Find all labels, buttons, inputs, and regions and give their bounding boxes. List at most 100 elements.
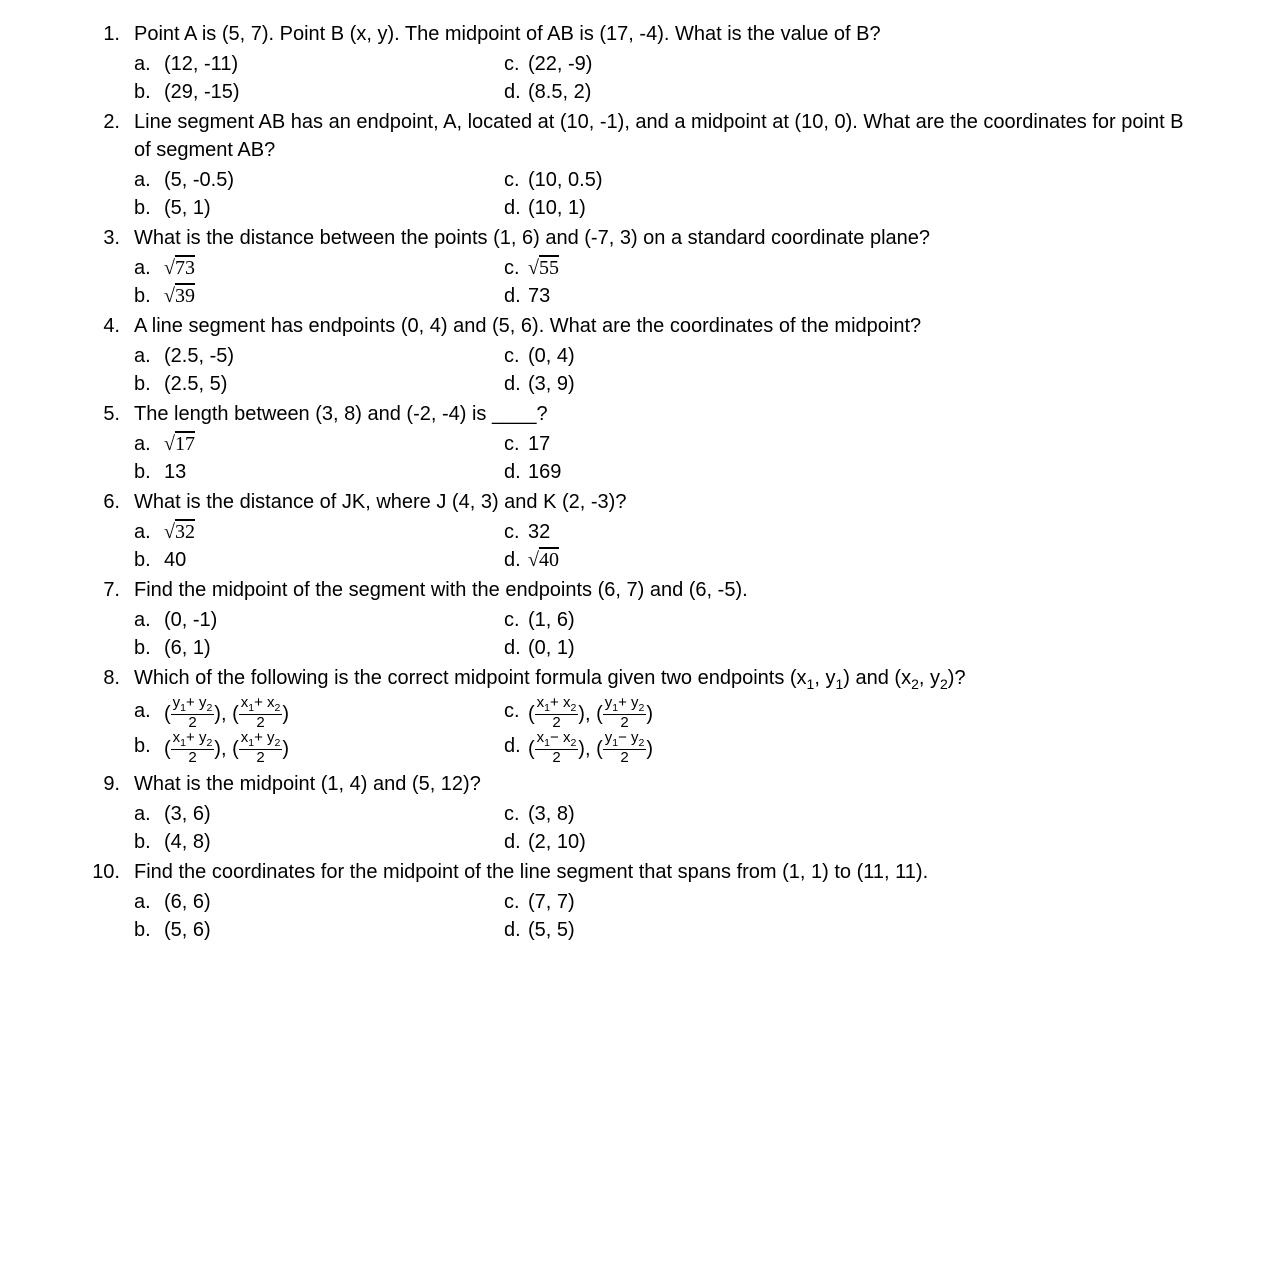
choices: a.(5, -0.5) b.(5, 1) c.(10, 0.5) d.(10, … [134, 166, 1205, 222]
choice-label: c. [504, 342, 528, 370]
choice-value: (10, 1) [528, 194, 586, 222]
choice-b: b.(2.5, 5) [134, 370, 504, 398]
question-8: 8. Which of the following is the correct… [60, 664, 1205, 768]
choices: a.√32 b.40 c.32 d.√40 [134, 518, 1205, 574]
question-number: 2. [60, 108, 134, 136]
choice-label: a. [134, 342, 164, 370]
choice-label: b. [134, 916, 164, 944]
choice-label: b. [134, 282, 164, 310]
choice-b: b.(x1+ y22), (x1+ y22) [134, 732, 504, 768]
choice-label: c. [504, 254, 528, 282]
choice-value: √55 [528, 254, 559, 282]
question-body: Line segment AB has an endpoint, A, loca… [134, 108, 1205, 222]
question-4: 4. A line segment has endpoints (0, 4) a… [60, 312, 1205, 398]
question-number: 9. [60, 770, 134, 798]
choice-value: √73 [164, 254, 195, 282]
question-body: Find the coordinates for the midpoint of… [134, 858, 1205, 944]
choice-label: d. [504, 732, 528, 768]
choice-label: b. [134, 828, 164, 856]
choice-value: 13 [164, 458, 186, 486]
question-text: Which of the following is the correct mi… [134, 664, 1205, 695]
choice-b: b.√39 [134, 282, 504, 310]
choice-a: a.√73 [134, 254, 504, 282]
choice-label: d. [504, 916, 528, 944]
choice-a: a.(2.5, -5) [134, 342, 504, 370]
question-number: 8. [60, 664, 134, 692]
choice-label: b. [134, 458, 164, 486]
choice-label: a. [134, 254, 164, 282]
choice-label: d. [504, 370, 528, 398]
question-number: 4. [60, 312, 134, 340]
choice-label: c. [504, 606, 528, 634]
choice-b: b.(29, -15) [134, 78, 504, 106]
choice-d: d.(8.5, 2) [504, 78, 1205, 106]
choice-label: c. [504, 697, 528, 733]
choice-c: c.(3, 8) [504, 800, 1205, 828]
choice-b: b.(5, 1) [134, 194, 504, 222]
question-text: What is the midpoint (1, 4) and (5, 12)? [134, 770, 1205, 798]
question-6: 6. What is the distance of JK, where J (… [60, 488, 1205, 574]
question-list: 1. Point A is (5, 7). Point B (x, y). Th… [60, 20, 1205, 944]
choice-label: a. [134, 888, 164, 916]
choice-value: (x1+ x22), (y1+ y22) [528, 697, 653, 733]
choice-label: b. [134, 634, 164, 662]
question-2: 2. Line segment AB has an endpoint, A, l… [60, 108, 1205, 222]
choice-label: a. [134, 697, 164, 733]
choice-a: a.(3, 6) [134, 800, 504, 828]
question-body: What is the distance of JK, where J (4, … [134, 488, 1205, 574]
choice-value: 73 [528, 282, 550, 310]
choice-value: (0, 1) [528, 634, 575, 662]
choice-label: d. [504, 546, 528, 574]
question-body: Find the midpoint of the segment with th… [134, 576, 1205, 662]
choices: a.(6, 6) b.(5, 6) c.(7, 7) d.(5, 5) [134, 888, 1205, 944]
choice-value: (10, 0.5) [528, 166, 602, 194]
choices: a.(12, -11) b.(29, -15) c.(22, -9) d.(8.… [134, 50, 1205, 106]
question-3: 3. What is the distance between the poin… [60, 224, 1205, 310]
choice-value: (5, 5) [528, 916, 575, 944]
choice-label: b. [134, 732, 164, 768]
choice-label: b. [134, 78, 164, 106]
choice-value: (3, 6) [164, 800, 211, 828]
choice-value: (x1+ y22), (x1+ y22) [164, 732, 289, 768]
choices: a.√73 b.√39 c.√55 d.73 [134, 254, 1205, 310]
question-number: 1. [60, 20, 134, 48]
choices: a.(y1+ y22), (x1+ x22) b.(x1+ y22), (x1+… [134, 697, 1205, 769]
choice-label: c. [504, 800, 528, 828]
choices: a.(2.5, -5) b.(2.5, 5) c.(0, 4) d.(3, 9) [134, 342, 1205, 398]
choice-c: c.(0, 4) [504, 342, 1205, 370]
choice-d: d.169 [504, 458, 1205, 486]
choice-a: a.(0, -1) [134, 606, 504, 634]
choice-label: d. [504, 78, 528, 106]
choice-value: (5, -0.5) [164, 166, 234, 194]
choice-value: √17 [164, 430, 195, 458]
choice-c: c.√55 [504, 254, 1205, 282]
choice-d: d.(0, 1) [504, 634, 1205, 662]
choice-b: b.(4, 8) [134, 828, 504, 856]
question-5: 5. The length between (3, 8) and (-2, -4… [60, 400, 1205, 486]
choice-a: a.√17 [134, 430, 504, 458]
choice-label: d. [504, 828, 528, 856]
question-text: Find the midpoint of the segment with th… [134, 576, 1205, 604]
choice-c: c.32 [504, 518, 1205, 546]
choice-b: b.13 [134, 458, 504, 486]
choice-value: (4, 8) [164, 828, 211, 856]
question-text: Line segment AB has an endpoint, A, loca… [134, 108, 1205, 164]
choice-label: b. [134, 194, 164, 222]
choices: a.√17 b.13 c.17 d.169 [134, 430, 1205, 486]
choice-value: (3, 8) [528, 800, 575, 828]
question-number: 5. [60, 400, 134, 428]
choice-value: 17 [528, 430, 550, 458]
worksheet-page: 1. Point A is (5, 7). Point B (x, y). Th… [0, 0, 1265, 1287]
question-body: What is the midpoint (1, 4) and (5, 12)?… [134, 770, 1205, 856]
question-number: 10. [60, 858, 134, 886]
choice-c: c.(1, 6) [504, 606, 1205, 634]
choice-value: (22, -9) [528, 50, 592, 78]
choice-value: (7, 7) [528, 888, 575, 916]
choice-label: b. [134, 370, 164, 398]
choice-d: d.(3, 9) [504, 370, 1205, 398]
choice-a: a.(y1+ y22), (x1+ x22) [134, 697, 504, 733]
choice-value: √39 [164, 282, 195, 310]
choice-d: d.(2, 10) [504, 828, 1205, 856]
question-1: 1. Point A is (5, 7). Point B (x, y). Th… [60, 20, 1205, 106]
choice-c: c.(22, -9) [504, 50, 1205, 78]
